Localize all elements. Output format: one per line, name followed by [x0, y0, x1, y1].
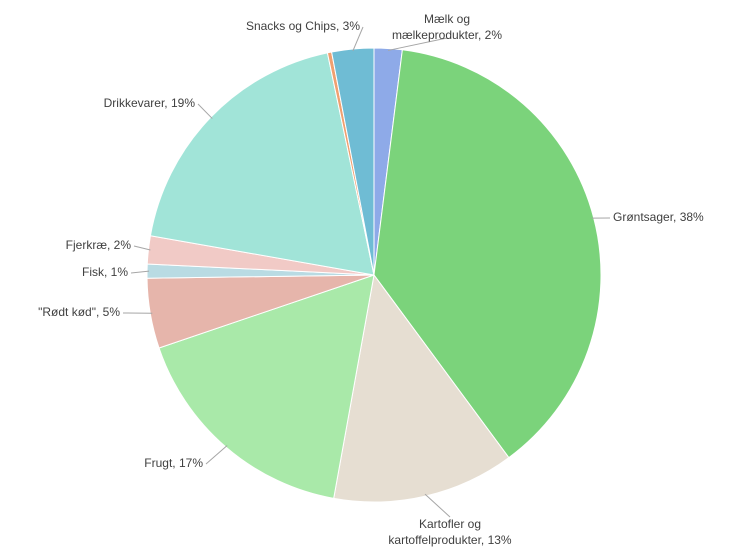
leader-line	[197, 103, 213, 119]
data-label: "Rødt kød", 5%	[38, 305, 120, 319]
pie-slice	[331, 47, 375, 276]
data-label: Snacks og Chips, 3%	[246, 19, 360, 33]
data-label: Kartofler og	[419, 517, 481, 531]
data-label: Frugt, 17%	[144, 456, 203, 470]
data-label: Grøntsager, 38%	[613, 210, 704, 224]
data-label: Fjerkræ, 2%	[66, 238, 132, 252]
leader-line	[133, 245, 151, 251]
leader-line	[387, 37, 448, 51]
leader-line	[352, 26, 364, 52]
data-label: kartoffelprodukter, 13%	[388, 533, 512, 547]
leader-line	[424, 493, 451, 518]
data-label: Mælk og	[424, 12, 470, 26]
data-label: Fisk, 1%	[82, 265, 128, 279]
leader-line	[205, 445, 228, 465]
data-label: mælkeprodukter, 2%	[392, 28, 502, 42]
leader-line	[130, 270, 150, 274]
pie-slice	[333, 273, 510, 503]
data-label: Drikkevarer, 19%	[104, 96, 196, 110]
